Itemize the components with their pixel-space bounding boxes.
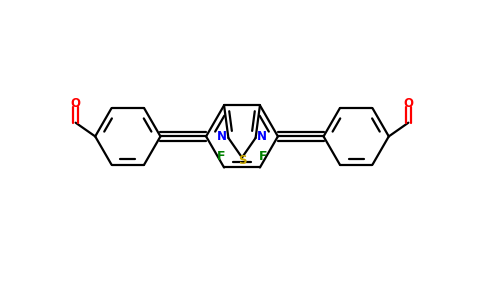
- Text: S: S: [238, 154, 246, 167]
- Text: O: O: [403, 97, 413, 110]
- Text: N: N: [257, 130, 267, 143]
- Text: F: F: [259, 150, 268, 163]
- Text: N: N: [217, 130, 227, 143]
- Text: O: O: [71, 97, 81, 110]
- Text: F: F: [216, 150, 225, 163]
